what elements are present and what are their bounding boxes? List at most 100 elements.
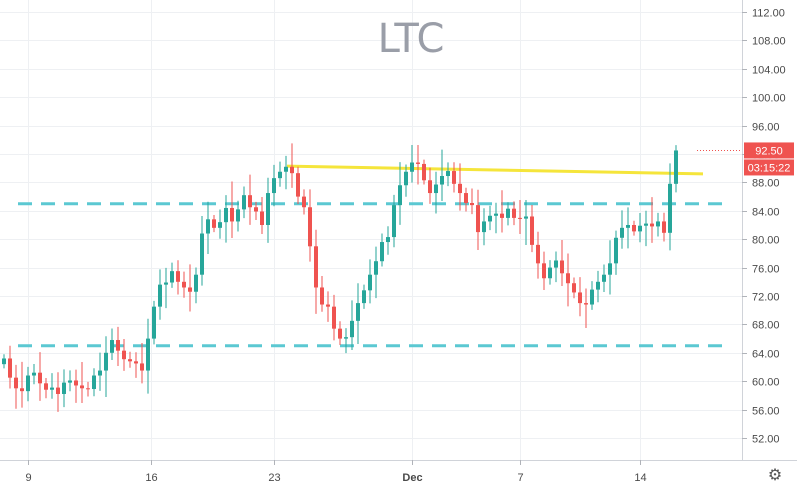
candle [56, 372, 60, 412]
candle-body [284, 166, 288, 172]
candle-body [230, 207, 234, 222]
candle-body [308, 207, 312, 247]
candle [422, 159, 426, 185]
candle [374, 246, 378, 299]
candle-body [254, 207, 258, 212]
candle-body [128, 359, 132, 362]
candle [320, 275, 324, 312]
candle-body [20, 388, 24, 392]
candle-body [182, 281, 186, 288]
candle-body [110, 340, 114, 353]
candle-body [578, 292, 582, 304]
candle-body [200, 233, 204, 275]
candle-body [86, 388, 90, 390]
candle [554, 251, 558, 283]
chart-title: LTC [378, 16, 445, 62]
candle [482, 208, 486, 246]
countdown-tag [744, 159, 794, 176]
candle [260, 197, 264, 235]
candle-body [290, 166, 294, 174]
candle [608, 240, 612, 295]
y-tick-label: 76.00 [752, 264, 780, 276]
settings-button[interactable]: ⚙ [768, 465, 782, 484]
candle [356, 283, 360, 344]
candle-body [584, 303, 588, 305]
candle [314, 229, 318, 314]
candle [350, 300, 354, 350]
candle-body [416, 162, 420, 164]
y-tick-label: 100.00 [752, 93, 786, 105]
candle [650, 197, 654, 243]
candle-body [326, 304, 330, 307]
candle [302, 189, 306, 215]
candle [362, 284, 366, 309]
last-price-label: 92.50 [755, 145, 783, 157]
candle [338, 321, 342, 345]
candle-body [176, 271, 180, 282]
candle [194, 267, 198, 304]
candle [512, 201, 516, 226]
candle-body [146, 338, 150, 371]
candle-body [518, 217, 522, 219]
candle [506, 202, 510, 226]
candle [332, 294, 336, 341]
candle [662, 212, 666, 242]
candle-body [632, 225, 636, 232]
candle-body [314, 246, 318, 288]
candle-body [398, 185, 402, 206]
candle-body [296, 173, 300, 197]
candle-body [650, 223, 654, 227]
candle-body [446, 171, 450, 177]
candle-body [218, 222, 222, 228]
candle [218, 209, 222, 239]
countdown-label: 03:15:22 [748, 162, 791, 174]
candle [128, 351, 132, 368]
candle [566, 253, 570, 307]
candle-body [464, 193, 468, 203]
candle-body [266, 193, 270, 225]
candle-body [242, 195, 246, 210]
candle-body [638, 225, 642, 232]
y-tick-label: 72.00 [752, 292, 780, 304]
x-tick-label: 14 [634, 472, 646, 484]
gear-icon[interactable]: ⚙ [768, 465, 782, 484]
candle [182, 271, 186, 298]
candle-body [494, 213, 498, 216]
candle [68, 370, 72, 392]
time-axis[interactable]: 9 16 23 Dec 7 14 [25, 460, 647, 484]
candle [440, 149, 444, 202]
candle-body [380, 242, 384, 262]
candle [590, 281, 594, 310]
candle-body [362, 290, 366, 304]
candle-body [368, 274, 372, 291]
candle-body [392, 205, 396, 238]
candle-body [476, 205, 480, 233]
y-tick-label: 80.00 [752, 235, 780, 247]
candle-body [350, 320, 354, 338]
candle [470, 188, 474, 215]
candle [392, 194, 396, 248]
candle-body [2, 358, 6, 365]
candle [74, 369, 78, 403]
candle [242, 186, 246, 219]
candle-body [458, 183, 462, 194]
x-tick-label: 16 [145, 472, 157, 484]
candle-body [152, 306, 156, 339]
candle [518, 200, 522, 234]
candle [80, 362, 84, 403]
candle-body [422, 163, 426, 181]
candle [602, 264, 606, 293]
candle [398, 162, 402, 225]
candle-body [410, 162, 414, 172]
candle-body [560, 260, 564, 274]
candle-body [212, 219, 216, 228]
candle [632, 220, 636, 236]
candle [176, 260, 180, 295]
candle [476, 189, 480, 250]
candle [290, 143, 294, 188]
candle-body [488, 215, 492, 222]
resistance-line[interactable] [286, 164, 704, 176]
y-tick-label: 88.00 [752, 178, 780, 190]
candle-body [158, 284, 162, 307]
